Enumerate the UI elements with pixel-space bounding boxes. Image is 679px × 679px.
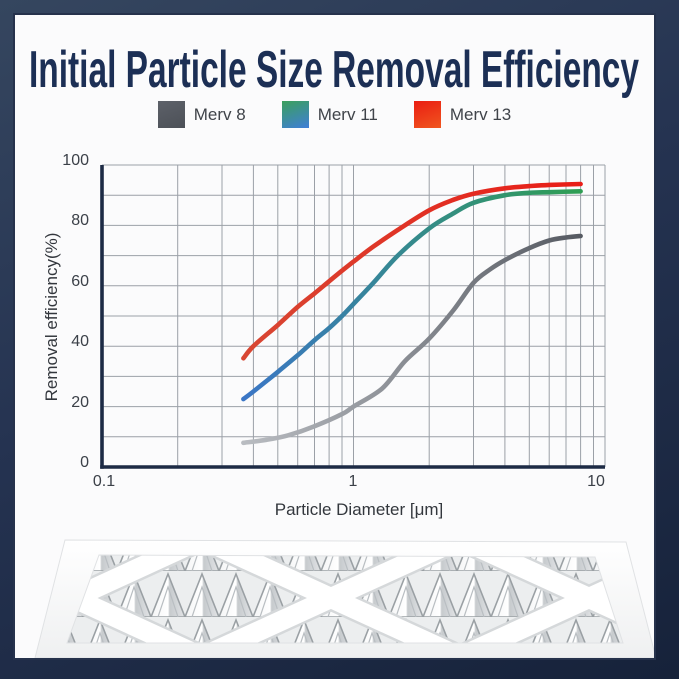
legend-label-merv-13: Merv 13 — [449, 104, 512, 124]
legend-swatch-merv-8-icon — [157, 101, 185, 128]
legend-swatch-merv-13-icon — [413, 101, 441, 128]
legend-item-merv-13: Merv 13 — [413, 101, 512, 128]
air-filter-illustration — [34, 539, 654, 658]
page-title-text: Initial Particle Size Removal Efficiency — [29, 41, 639, 99]
y-axis-tick-label: 40 — [71, 333, 89, 350]
y-axis-tick-label: 20 — [71, 394, 89, 411]
chart-card: Initial Particle Size Removal Efficiency… — [13, 13, 656, 660]
y-axis-tick-label: 80 — [71, 212, 89, 229]
filter-frame — [34, 539, 654, 658]
y-axis-title: Removal efficiency(%) — [42, 232, 61, 402]
efficiency-line-chart — [100, 164, 606, 469]
x-axis-tick-label: 1 — [348, 473, 358, 490]
x-axis-title: Particle Diameter [μm] — [274, 500, 444, 519]
page-title: Initial Particle Size Removal Efficiency — [29, 41, 639, 99]
legend-swatch-merv-11-icon — [281, 101, 309, 128]
x-axis-tick-label: 10 — [587, 473, 605, 490]
x-axis-tick-label: 0.1 — [92, 473, 116, 490]
legend-item-merv-8: Merv 8 — [157, 101, 246, 128]
legend-item-merv-11: Merv 11 — [281, 101, 378, 128]
chart-legend: Merv 8 Merv 11 Merv 13 — [15, 101, 654, 128]
legend-label-merv-11: Merv 11 — [317, 104, 378, 124]
y-axis-tick-label: 100 — [62, 152, 89, 169]
y-axis-tick-label: 60 — [71, 273, 89, 290]
legend-label-merv-8: Merv 8 — [193, 104, 246, 124]
y-axis-tick-label: 0 — [80, 454, 89, 471]
